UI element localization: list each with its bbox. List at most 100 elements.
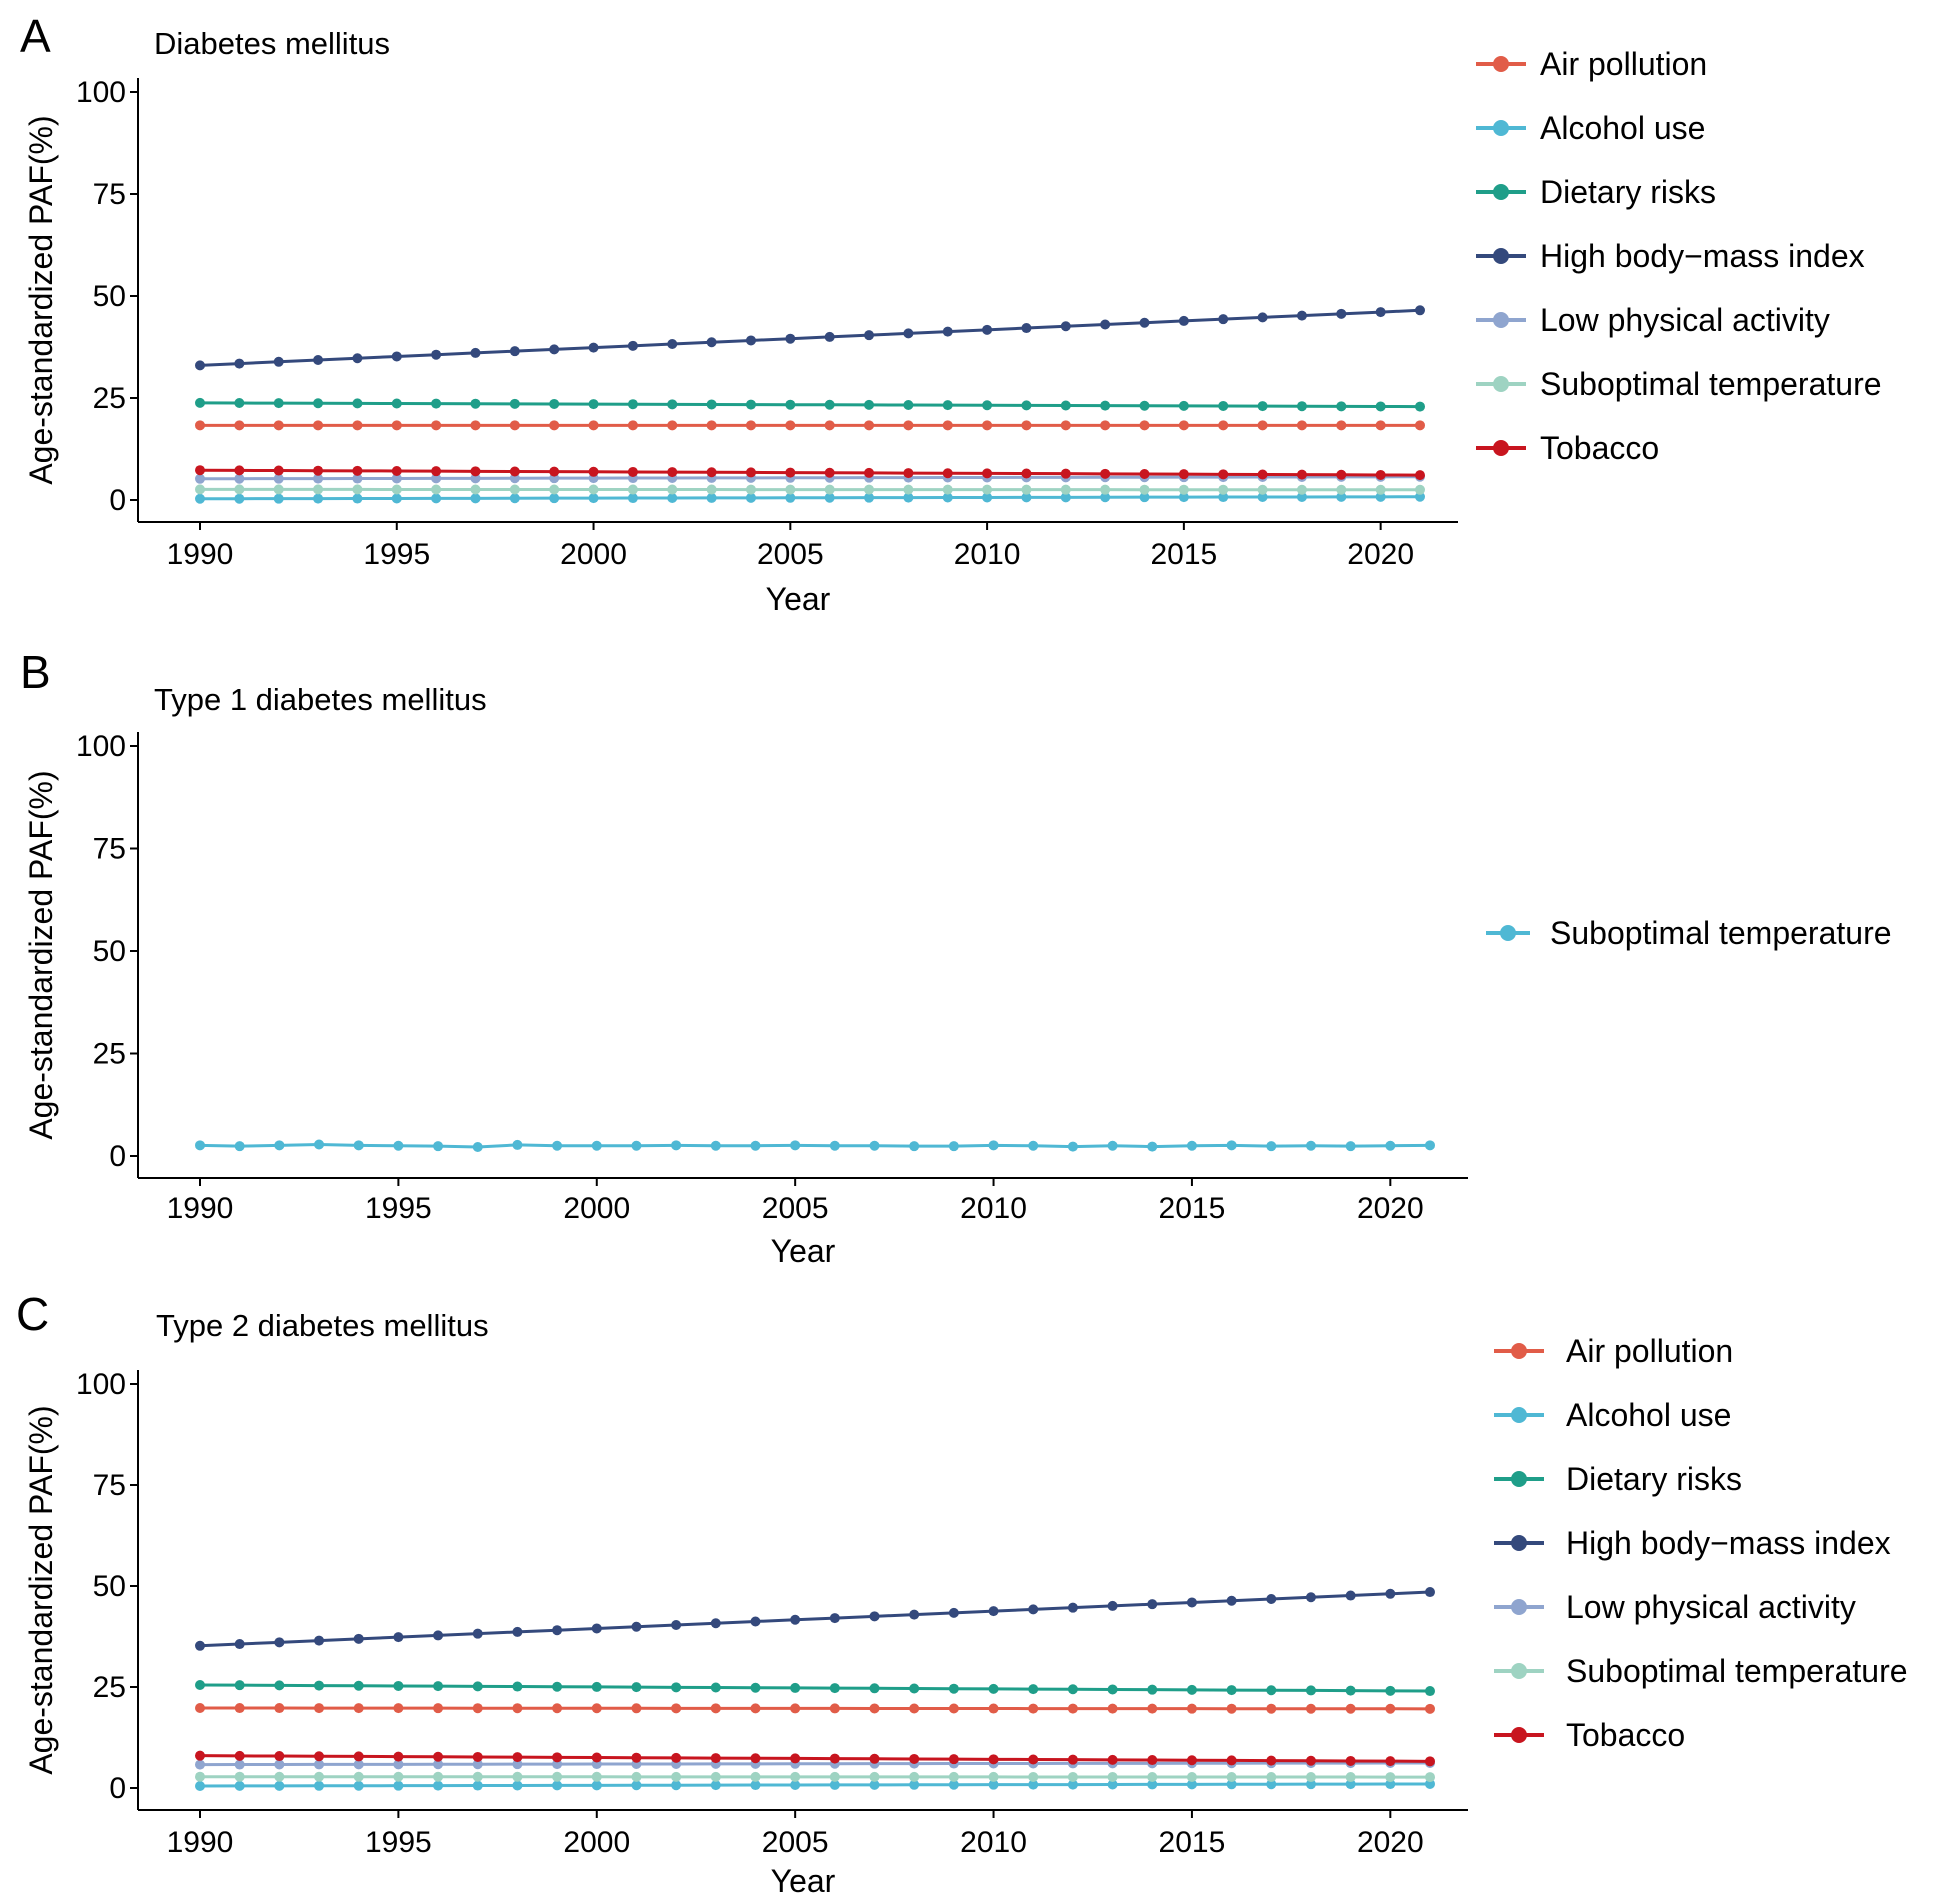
- data-point: [1425, 1686, 1435, 1697]
- data-point: [667, 484, 678, 495]
- legend-label: Suboptimal temperature: [1540, 366, 1882, 402]
- data-point: [552, 1703, 563, 1714]
- data-point: [433, 1759, 444, 1770]
- series-suboptimal-temperature: [195, 484, 1425, 495]
- data-point: [472, 1780, 483, 1791]
- data-point: [790, 1703, 801, 1714]
- data-point: [667, 493, 678, 504]
- data-point: [710, 1140, 721, 1151]
- data-point: [869, 1683, 880, 1694]
- data-point: [706, 399, 717, 410]
- data-point: [391, 420, 402, 431]
- data-point: [1266, 1703, 1277, 1714]
- data-point: [750, 1616, 761, 1627]
- data-point: [982, 484, 993, 495]
- data-point: [942, 468, 953, 479]
- data-point: [234, 1750, 245, 1761]
- panel-title: Type 1 diabetes mellitus: [154, 682, 487, 717]
- data-point: [1100, 400, 1111, 411]
- legend-item-suboptimal-temperature: Suboptimal temperature: [1494, 1653, 1908, 1689]
- panel-title: Type 2 diabetes mellitus: [156, 1308, 489, 1343]
- legend-item-tobacco: Tobacco: [1476, 430, 1659, 466]
- data-point: [667, 467, 678, 478]
- data-point: [512, 1752, 523, 1763]
- data-point: [234, 1771, 245, 1782]
- x-tick-label: 1995: [363, 538, 430, 571]
- data-point: [1067, 1684, 1078, 1695]
- data-point: [631, 1771, 642, 1782]
- data-point: [1345, 1755, 1356, 1766]
- legend-item-alcohol-use: Alcohol use: [1494, 1397, 1731, 1433]
- data-point: [1178, 469, 1189, 480]
- data-point: [431, 349, 442, 360]
- data-point: [1296, 420, 1307, 431]
- data-point: [864, 330, 875, 341]
- data-point: [1336, 491, 1347, 502]
- data-point: [512, 1780, 523, 1791]
- series-line: [199, 401, 1421, 409]
- data-point: [710, 1618, 721, 1629]
- data-point: [790, 1682, 801, 1693]
- panel-title: Diabetes mellitus: [154, 26, 390, 61]
- data-point: [909, 1609, 920, 1620]
- data-point: [512, 1681, 523, 1692]
- data-point: [391, 493, 402, 504]
- legend-item-air-pollution: Air pollution: [1494, 1333, 1733, 1369]
- data-point: [1257, 420, 1268, 431]
- legend-label: Low physical activity: [1540, 302, 1830, 338]
- data-point: [1107, 1779, 1118, 1790]
- series-tobacco: [195, 1750, 1435, 1767]
- data-point: [903, 484, 914, 495]
- data-point: [470, 473, 481, 484]
- data-point: [1139, 469, 1150, 480]
- data-point: [1415, 484, 1425, 495]
- data-point: [433, 1780, 444, 1791]
- data-point: [982, 400, 993, 411]
- legend-item-tobacco: Tobacco: [1494, 1717, 1685, 1753]
- data-point: [472, 1628, 483, 1639]
- data-point: [750, 1682, 761, 1693]
- data-point: [942, 484, 953, 495]
- data-point: [671, 1682, 682, 1693]
- data-point: [1296, 491, 1307, 502]
- data-point: [352, 465, 363, 476]
- data-point: [710, 1753, 721, 1764]
- data-point: [829, 1771, 840, 1782]
- data-point: [431, 466, 442, 477]
- data-point: [1425, 1140, 1435, 1151]
- legend-item-air-pollution: Air pollution: [1476, 46, 1707, 82]
- data-point: [785, 492, 796, 503]
- data-point: [431, 473, 442, 484]
- data-point: [824, 420, 835, 431]
- data-point: [588, 484, 599, 495]
- data-point: [591, 1623, 602, 1634]
- y-tick-label: 25: [93, 1671, 126, 1704]
- data-point: [750, 1771, 761, 1782]
- data-point: [393, 1751, 404, 1762]
- data-point: [273, 420, 284, 431]
- data-point: [273, 465, 284, 476]
- data-point: [353, 1680, 364, 1691]
- data-point: [314, 1703, 325, 1714]
- data-point: [1218, 420, 1229, 431]
- data-point: [1021, 484, 1032, 495]
- data-point: [591, 1752, 602, 1763]
- data-point: [274, 1780, 285, 1791]
- data-point: [509, 398, 520, 409]
- data-point: [829, 1753, 840, 1764]
- data-point: [234, 1780, 245, 1791]
- x-tick-label: 1990: [167, 538, 234, 571]
- data-point: [195, 420, 205, 431]
- data-point: [353, 1780, 364, 1791]
- data-point: [431, 398, 442, 409]
- series-high-body-mass-index: [195, 1587, 1435, 1651]
- legend-dot-icon: [1511, 1535, 1527, 1551]
- data-point: [512, 1759, 523, 1770]
- data-point: [627, 466, 638, 477]
- legend-item-low-physical-activity: Low physical activity: [1494, 1589, 1856, 1625]
- data-point: [671, 1703, 682, 1714]
- x-tick-label: 2005: [762, 1192, 829, 1225]
- data-point: [234, 493, 245, 504]
- data-point: [549, 484, 560, 495]
- data-point: [1100, 420, 1111, 431]
